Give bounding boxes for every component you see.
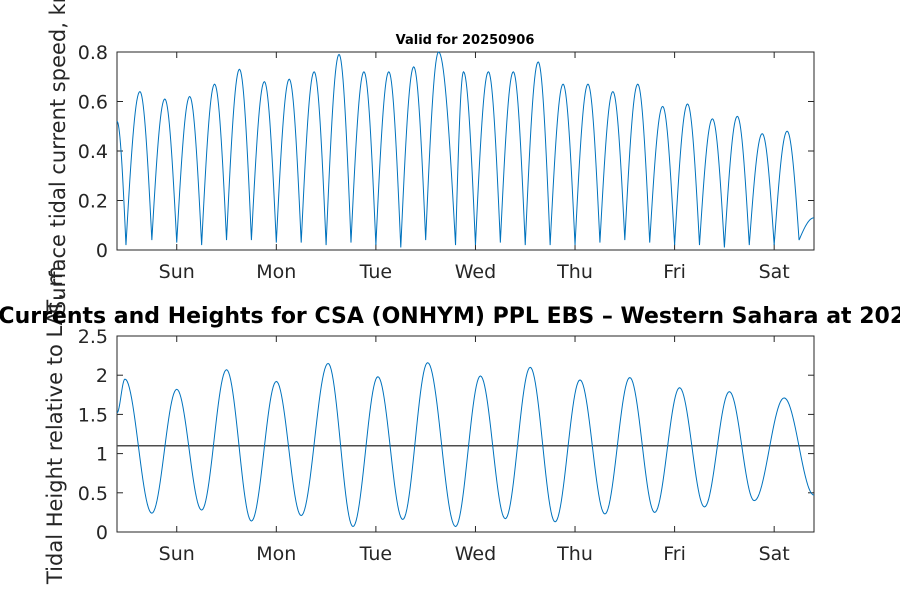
current-speed-y-tick-label: 0.4 <box>78 141 108 163</box>
figure-title: Tidal Currents and Heights for CSA (ONHY… <box>0 304 900 329</box>
tidal-height-y-tick-label: 2.5 <box>78 326 108 348</box>
current-speed-panel: 0 0.2 0.4 0.6 0.8 Sun Mon Tue Wed Thu Fri Sat Vali… <box>46 0 814 314</box>
current-speed-x-tick-label: Thu <box>556 261 593 283</box>
current-speed-x-tick-label: Tue <box>359 261 392 283</box>
current-speed-x-tick-label: Fri <box>663 261 686 283</box>
tidal-height-x-tick-label: Fri <box>663 543 686 565</box>
tidal-height-axes-box <box>117 336 814 532</box>
tidal-height-y-tick-label: 2 <box>96 365 108 387</box>
tidal-height-y-tick-label: 1.5 <box>78 404 108 426</box>
tidal-height-y-tick-label: 0.5 <box>78 483 108 505</box>
tidal-height-x-tick-label: Thu <box>556 543 593 565</box>
tidal-height-x-tick-label: Mon <box>256 543 296 565</box>
current-speed-y-tick-label: 0.6 <box>78 92 108 114</box>
tidal-chart: 0 0.2 0.4 0.6 0.8 Sun Mon Tue Wed Thu Fri Sat Vali… <box>0 0 900 600</box>
current-speed-y-tick-label: 0 <box>96 240 108 262</box>
tidal-height-x-tick-label: Sun <box>159 543 195 565</box>
tidal-height-x-tick-label: Tue <box>359 543 392 565</box>
current-speed-x-tick-label: Sat <box>759 261 790 283</box>
tidal-height-y-tick-label: 0 <box>96 522 108 544</box>
tidal-height-x-tick-label: Sat <box>759 543 790 565</box>
current-speed-y-tick-label: 0.2 <box>78 191 108 213</box>
tidal-height-x-tick-label: Wed <box>455 543 496 565</box>
tidal-height-y-tick-label: 1 <box>96 444 108 466</box>
current-speed-x-tick-label: Sun <box>159 261 195 283</box>
current-speed-x-tick-label: Mon <box>256 261 296 283</box>
current-speed-title: Valid for 20250906 <box>396 33 535 48</box>
current-speed-x-tick-label: Wed <box>455 261 496 283</box>
current-speed-y-tick-label: 0.8 <box>78 42 108 64</box>
